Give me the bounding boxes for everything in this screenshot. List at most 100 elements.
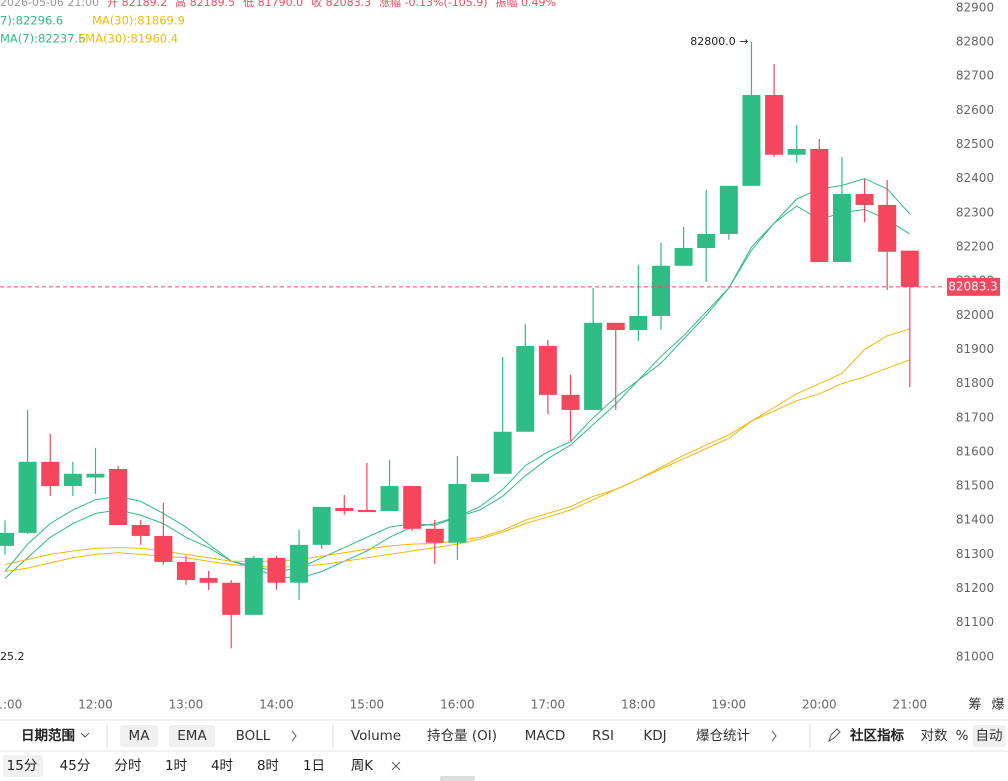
- toolbar-button[interactable]: 对数: [921, 728, 949, 744]
- y-tick-label: 82300: [956, 205, 994, 219]
- interval-button[interactable]: 周K: [351, 758, 374, 774]
- candle-body: [290, 544, 309, 583]
- last-price-label: 82083.3: [948, 279, 998, 293]
- candle-body: [222, 582, 241, 615]
- drag-handle[interactable]: [440, 776, 475, 781]
- interval-button[interactable]: 4时: [211, 758, 233, 774]
- x-tick-label: 18:00: [621, 698, 656, 712]
- candle-body: [154, 535, 173, 562]
- side-tab[interactable]: 筹: [968, 697, 981, 713]
- close-icon[interactable]: [391, 761, 401, 771]
- candle-body: [425, 528, 444, 543]
- candle-body: [267, 557, 286, 583]
- candle-body: [176, 561, 195, 581]
- interval-button[interactable]: 1时: [165, 758, 187, 774]
- chevron-icon[interactable]: [80, 732, 90, 738]
- candle-body: [787, 148, 806, 155]
- x-tick-label: 20:00: [802, 698, 837, 712]
- x-tick-label: 15:00: [350, 698, 385, 712]
- candle-body: [86, 473, 105, 478]
- candle-body: [312, 506, 331, 545]
- candle-body: [131, 525, 150, 536]
- toolbar-button[interactable]: EMA: [177, 728, 207, 744]
- y-tick-label: 82800: [956, 35, 994, 49]
- candle-body: [719, 185, 738, 234]
- toolbar-button[interactable]: MACD: [525, 728, 565, 744]
- candle-body: [63, 473, 82, 487]
- candle-body: [109, 468, 128, 526]
- chevron-icon[interactable]: [291, 730, 297, 742]
- indicator-label: MA(7):82237.6: [0, 32, 86, 46]
- header-item: 涨幅 -0.13%(-105.9): [379, 0, 487, 9]
- chevron-icon[interactable]: [771, 730, 777, 742]
- toolbar-button[interactable]: 日期范围: [21, 727, 75, 744]
- toolbar-button[interactable]: 爆仓统计: [696, 728, 750, 744]
- header-item: 高 82189.5: [175, 0, 235, 9]
- button-bg[interactable]: [972, 725, 1006, 747]
- candle-body: [18, 461, 37, 533]
- toolbar-button[interactable]: Volume: [351, 728, 401, 744]
- y-tick-label: 81600: [956, 444, 994, 458]
- interval-button[interactable]: 1日: [303, 758, 325, 774]
- toolbar-button[interactable]: %: [956, 728, 969, 744]
- toolbar-button[interactable]: 持仓量 (OI): [427, 728, 497, 744]
- button-bg[interactable]: [3, 755, 43, 777]
- header-item: 振幅 0.49%: [496, 0, 556, 9]
- x-tick-label: 12:00: [78, 698, 113, 712]
- y-tick-label: 82600: [956, 103, 994, 117]
- candle-body: [697, 233, 716, 248]
- candle-body: [403, 486, 422, 529]
- y-tick-label: 81800: [956, 376, 994, 390]
- indicator-label: MA(30):81869.9: [92, 14, 185, 28]
- interval-button[interactable]: 8时: [257, 758, 279, 774]
- edit-icon[interactable]: [828, 728, 841, 743]
- x-tick-label: 19:00: [712, 698, 747, 712]
- candle-body: [674, 247, 693, 266]
- interval-button[interactable]: 分时: [115, 758, 142, 774]
- interval-button[interactable]: 45分: [60, 758, 91, 774]
- candle-body: [199, 577, 218, 583]
- toolbar-button[interactable]: MA: [129, 728, 151, 744]
- indicator-label: EMA(30):81960.4: [78, 32, 178, 46]
- candle-body: [244, 557, 263, 615]
- candle-body: [335, 507, 354, 512]
- candle-body: [855, 194, 874, 205]
- last-price-box: [947, 277, 1000, 296]
- candle-body: [810, 148, 829, 262]
- min-label: 25.2: [0, 650, 25, 663]
- y-tick-label: 81700: [956, 410, 994, 424]
- toolbar-button[interactable]: 自动: [976, 728, 1003, 744]
- interval-button[interactable]: 15分: [7, 758, 38, 774]
- y-tick-label: 82400: [956, 171, 994, 185]
- candle-body: [0, 532, 14, 546]
- toolbar-button[interactable]: BOLL: [236, 728, 271, 744]
- candle-body: [742, 94, 761, 186]
- y-tick-label: 82900: [956, 0, 994, 14]
- header-item: 收 82083.3: [311, 0, 371, 9]
- header-item: 2026-05-06 21:00: [0, 0, 99, 9]
- candle-body: [380, 486, 399, 512]
- y-tick-label: 81500: [956, 479, 994, 493]
- toolbar-button[interactable]: KDJ: [643, 728, 666, 744]
- y-tick-label: 82000: [956, 308, 994, 322]
- button-bg[interactable]: [120, 725, 158, 747]
- candle-body: [832, 194, 851, 262]
- toolbar-button[interactable]: 社区指标: [849, 727, 904, 744]
- x-tick-label: 11:00: [0, 698, 22, 712]
- side-tab[interactable]: 爆: [991, 698, 1004, 713]
- candle-body: [900, 250, 919, 287]
- y-tick-label: 82700: [956, 69, 994, 83]
- x-tick-label: 21:00: [893, 698, 928, 712]
- button-bg[interactable]: [169, 725, 215, 747]
- candle-body: [651, 265, 670, 316]
- x-tick-label: 17:00: [531, 698, 566, 712]
- toolbar-button[interactable]: RSI: [592, 728, 614, 744]
- y-tick-label: 81000: [956, 649, 994, 663]
- y-tick-label: 82500: [956, 137, 994, 151]
- header-item: 开 82189.2: [107, 0, 167, 9]
- candle-body: [878, 204, 897, 252]
- y-tick-label: 81300: [956, 547, 994, 561]
- y-tick-label: 82200: [956, 239, 994, 253]
